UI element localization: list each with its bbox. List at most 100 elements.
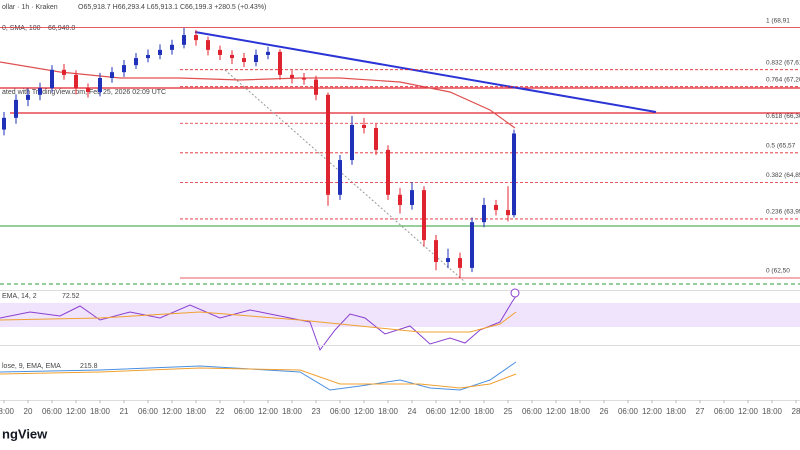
- candle-body: [398, 194, 402, 205]
- candle-body: [290, 74, 294, 79]
- candle-body: [254, 54, 258, 62]
- x-tick-label: 22: [216, 407, 225, 416]
- candle-body: [50, 69, 54, 89]
- x-tick-label: 06:00: [714, 407, 735, 416]
- candle-body: [482, 204, 486, 223]
- candle-body: [458, 258, 462, 268]
- candle-body: [146, 54, 150, 59]
- x-tick-label: 12:00: [66, 407, 87, 416]
- candle-body: [86, 88, 90, 93]
- fib-label: 0.382 (64,85: [766, 172, 800, 179]
- candle-body: [74, 74, 78, 89]
- macd-value: 215.8: [80, 363, 98, 370]
- x-tick-label: 12:00: [450, 407, 471, 416]
- candle-body: [374, 128, 378, 150]
- x-tick-label: 18:00: [186, 407, 207, 416]
- x-tick-label: 18:00: [474, 407, 495, 416]
- x-tick-label: 06:00: [330, 407, 351, 416]
- rsi-signal: [0, 311, 517, 333]
- candle-body: [62, 69, 66, 75]
- header-symbol: ollar · 1h · Kraken: [2, 4, 58, 11]
- x-tick-label: 18:00: [282, 407, 303, 416]
- x-tick-label: 18:00: [90, 407, 111, 416]
- candle-body: [446, 258, 450, 262]
- candle-body: [386, 149, 390, 195]
- candle-body: [470, 222, 474, 268]
- candle-body: [422, 190, 426, 241]
- fib-label: 1 (68,91: [766, 17, 790, 24]
- logo: ngView: [2, 426, 48, 441]
- candle-body: [434, 240, 438, 262]
- fib-diagonal: [224, 69, 466, 283]
- candle-body: [302, 78, 306, 80]
- x-tick-label: 12:00: [642, 407, 663, 416]
- rsi-line: [0, 295, 517, 352]
- x-tick-label: 12:00: [546, 407, 567, 416]
- candle-body: [314, 79, 318, 95]
- x-tick-label: 18:00: [666, 407, 687, 416]
- candle-body: [242, 58, 246, 62]
- candle-body: [182, 35, 186, 45]
- x-tick-label: 18:00: [0, 407, 15, 416]
- candle-body: [38, 88, 42, 95]
- candle-body: [158, 49, 162, 55]
- rsi-marker: [510, 288, 520, 298]
- candle-body: [512, 133, 516, 216]
- x-tick-label: 12:00: [162, 407, 183, 416]
- x-tick-label: 28: [792, 407, 800, 416]
- macd-label: lose, 9, EMA, EMA: [2, 363, 61, 370]
- candle-body: [98, 78, 102, 93]
- x-tick-label: 27: [696, 407, 705, 416]
- candle-body: [206, 40, 210, 50]
- candle-body: [230, 54, 234, 59]
- annotations: [0, 31, 800, 401]
- x-tick-label: 25: [504, 407, 513, 416]
- x-tick-label: 18:00: [378, 407, 399, 416]
- candle-body: [134, 58, 138, 66]
- rsi-label: EMA, 14, 2: [2, 293, 37, 300]
- x-tick-label: 20: [24, 407, 33, 416]
- candle-body: [122, 65, 126, 73]
- header-ohlc: O65,918.7 H66,293.4 L65,913.1 C66,199.3 …: [78, 4, 266, 11]
- x-tick-label: 18:00: [762, 407, 783, 416]
- candle-body: [494, 204, 498, 211]
- fib-label: 0 (62,50: [766, 268, 790, 275]
- candle-body: [410, 190, 414, 205]
- x-tick-label: 06:00: [618, 407, 639, 416]
- x-tick-label: 12:00: [258, 407, 279, 416]
- candle-body: [218, 49, 222, 55]
- candle-body: [350, 124, 354, 161]
- candle-body: [14, 99, 18, 118]
- candle-body: [26, 94, 30, 100]
- trend-line: [194, 31, 657, 113]
- candle-body: [278, 51, 282, 75]
- x-tick-label: 18:00: [570, 407, 591, 416]
- rsi-value: 72.52: [62, 293, 80, 300]
- axis-divider: [0, 400, 800, 401]
- fib-label: 0.832 (67,61: [766, 59, 800, 66]
- candle-body: [362, 124, 366, 129]
- x-tick-label: 06:00: [522, 407, 543, 416]
- candle-body: [110, 72, 114, 79]
- fib-label: 0.764 (67,20: [766, 76, 800, 83]
- published: ated with TradingView.com, Feb 25, 2026 …: [2, 89, 166, 96]
- candle-body: [170, 44, 174, 50]
- fib-label: 0.618 (66,30: [766, 113, 800, 120]
- header-sma: 0, SMA, 100: [2, 25, 41, 32]
- x-tick-label: 23: [312, 407, 321, 416]
- x-tick-label: 06:00: [426, 407, 447, 416]
- pane-divider: [0, 290, 800, 291]
- fib-label: 0.5 (65,57: [766, 143, 796, 150]
- pane-divider: [0, 345, 800, 346]
- x-tick-label: 21: [120, 407, 129, 416]
- x-tick-label: 12:00: [354, 407, 375, 416]
- x-tick-label: 12:00: [738, 407, 759, 416]
- candle-body: [194, 35, 198, 41]
- x-tick-label: 06:00: [234, 407, 255, 416]
- header-sma-value: 66,940.0: [48, 25, 75, 32]
- fib-label: 0.236 (63,95: [766, 209, 800, 216]
- candle-body: [2, 117, 6, 130]
- x-tick-label: 06:00: [138, 407, 159, 416]
